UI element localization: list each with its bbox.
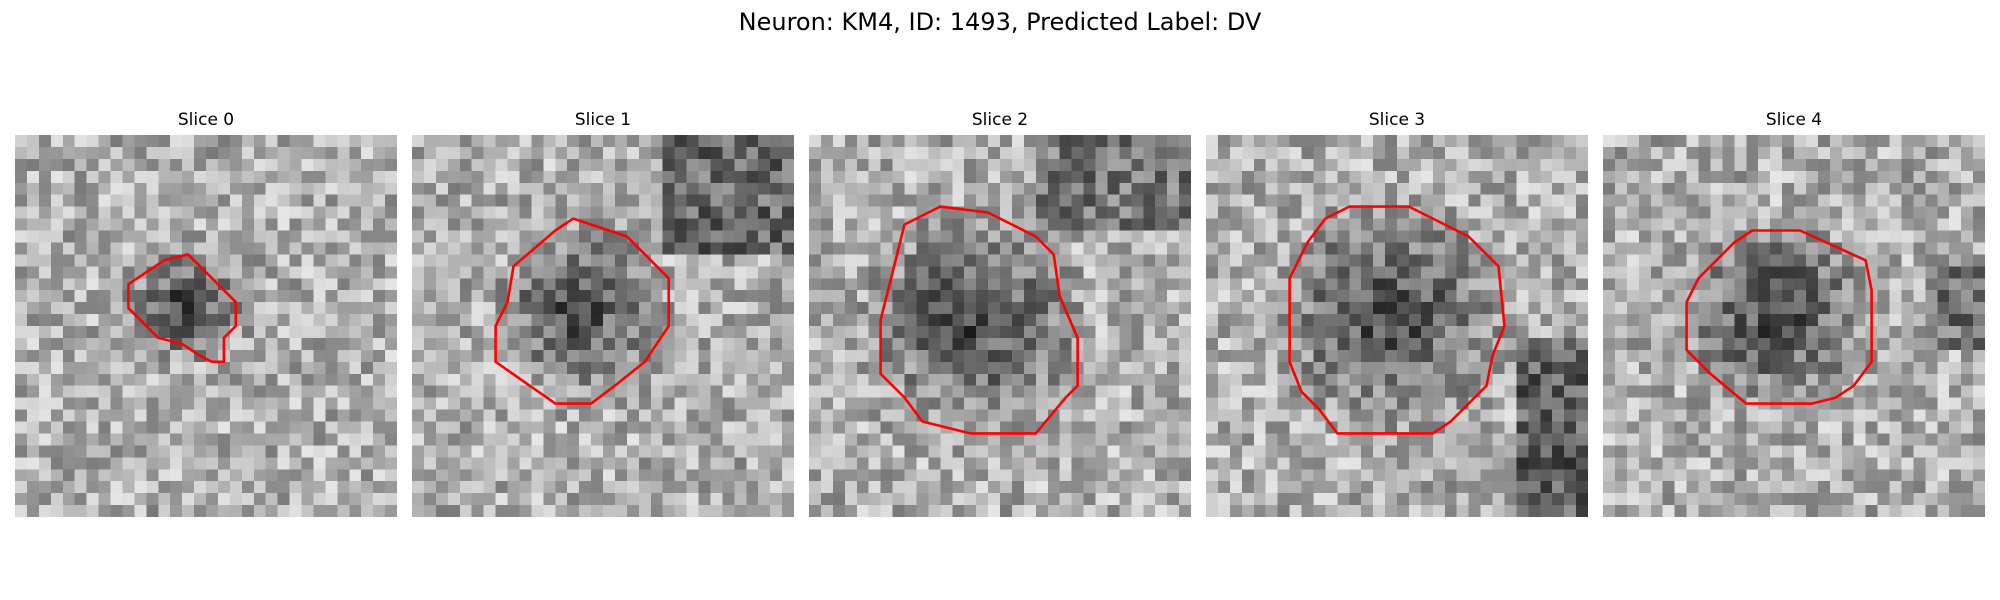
slice-title: Slice 4 bbox=[1765, 110, 1823, 130]
slice-panel-2: Slice 2 bbox=[809, 108, 1191, 517]
segmentation-contour bbox=[494, 217, 671, 405]
slice-panel-1: Slice 1 bbox=[412, 108, 794, 517]
slice-title: Slice 2 bbox=[971, 110, 1029, 130]
slice-title: Slice 1 bbox=[574, 110, 632, 130]
segmentation-contour bbox=[127, 253, 238, 364]
slice-panel-4: Slice 4 bbox=[1603, 108, 1985, 517]
slice-image bbox=[809, 135, 1191, 517]
slice-image bbox=[1206, 135, 1588, 517]
segmentation-contour bbox=[1685, 229, 1873, 405]
segmentation-contour bbox=[1288, 205, 1506, 435]
figure-title: Neuron: KM4, ID: 1493, Predicted Label: … bbox=[738, 8, 1262, 36]
slice-title: Slice 0 bbox=[177, 110, 235, 130]
slice-image bbox=[1603, 135, 1985, 517]
slice-title: Slice 3 bbox=[1368, 110, 1426, 130]
slice-panel-0: Slice 0 bbox=[15, 108, 397, 517]
slice-image bbox=[412, 135, 794, 517]
segmentation-contour bbox=[879, 205, 1079, 435]
slice-panel-3: Slice 3 bbox=[1206, 108, 1588, 517]
slice-image bbox=[15, 135, 397, 517]
